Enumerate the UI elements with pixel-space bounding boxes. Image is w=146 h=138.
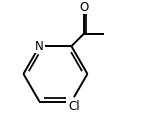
Text: N: N <box>35 40 44 53</box>
Text: O: O <box>79 1 89 14</box>
Text: Cl: Cl <box>69 100 80 113</box>
